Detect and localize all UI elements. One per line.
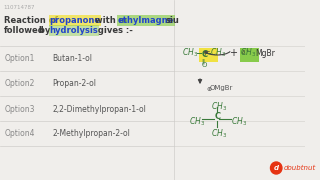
Text: gives :-: gives :- [95,26,133,35]
Text: $CH_3$: $CH_3$ [212,127,228,140]
Text: 2,2-Dimethylpropan-1-ol: 2,2-Dimethylpropan-1-ol [52,105,146,114]
Text: $CH_3$: $CH_3$ [182,47,198,59]
Text: C: C [214,112,220,121]
Text: $CH_3$: $CH_3$ [240,47,256,59]
Text: Reaction of: Reaction of [4,16,61,25]
Text: with m: with m [92,16,128,25]
Text: ethylmagne: ethylmagne [118,16,174,25]
Text: hydrolysis: hydrolysis [50,26,98,35]
Text: Option2: Option2 [5,78,35,87]
Text: OMgBr: OMgBr [210,85,233,91]
Text: O: O [202,62,207,68]
FancyBboxPatch shape [199,48,218,62]
Text: $CH_3$: $CH_3$ [212,100,228,112]
FancyBboxPatch shape [240,48,259,62]
Text: siu: siu [166,16,180,25]
Text: C: C [202,50,208,59]
Text: ‖: ‖ [201,58,204,64]
Text: Propan-2-ol: Propan-2-ol [52,78,96,87]
Text: 2-Methylpropan-2-ol: 2-Methylpropan-2-ol [52,129,130,138]
Text: $\delta^+$: $\delta^+$ [241,48,250,57]
Text: Option4: Option4 [5,129,35,138]
Text: Butan-1-ol: Butan-1-ol [52,53,92,62]
Text: propanone: propanone [50,16,101,25]
Circle shape [270,162,282,174]
Text: Option1: Option1 [5,53,35,62]
Text: by: by [36,26,53,35]
Text: $CH_3$: $CH_3$ [188,116,205,129]
Text: $CH_3$: $CH_3$ [210,47,226,59]
Text: followed: followed [4,26,44,35]
Text: 110714787: 110714787 [3,5,34,10]
Text: d: d [274,165,279,171]
Text: Option3: Option3 [5,105,35,114]
Text: MgBr: MgBr [255,48,275,57]
Text: doubtnut: doubtnut [284,165,316,171]
Text: $CH_3$: $CH_3$ [231,116,248,129]
Text: $\oplus$: $\oplus$ [206,85,212,93]
Text: +: + [228,48,236,58]
Text: $\delta^-$: $\delta^-$ [202,50,211,58]
